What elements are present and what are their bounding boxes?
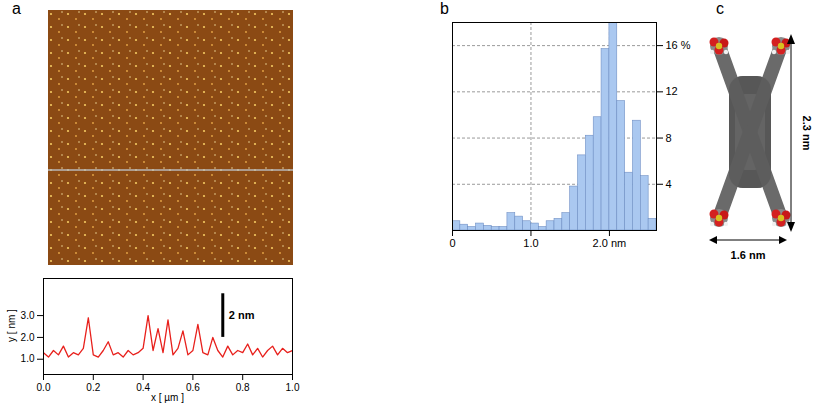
html-text:y [ nm ]: y [ nm ] — [5, 309, 17, 342]
html-text:b: b — [440, 0, 449, 17]
html-text:a: a — [12, 0, 21, 17]
svg-text:0: 0 — [449, 237, 455, 249]
svg-text:0.8: 0.8 — [236, 382, 250, 392]
svg-text:4: 4 — [666, 178, 672, 190]
svg-text:3.0: 3.0 — [21, 310, 35, 321]
svg-text:2.0 nm: 2.0 nm — [593, 237, 627, 249]
svg-text:0.2: 0.2 — [86, 382, 100, 392]
svg-text:1.0: 1.0 — [286, 382, 300, 392]
svg-text:0.4: 0.4 — [136, 382, 150, 392]
svg-text:1.0: 1.0 — [21, 353, 35, 364]
svg-text:8: 8 — [666, 132, 672, 144]
svg-text:2.3 nm: 2.3 nm — [801, 116, 813, 151]
html-text:x [ µm ]: x [ µm ] — [151, 392, 184, 403]
svg-text:12: 12 — [666, 85, 678, 97]
svg-text:16 %: 16 % — [666, 39, 691, 51]
svg-text:1.0: 1.0 — [523, 237, 538, 249]
svg-text:2.0: 2.0 — [21, 332, 35, 343]
svg-text:1.6 nm: 1.6 nm — [731, 249, 766, 261]
svg-text:0.6: 0.6 — [186, 382, 200, 392]
html-text:c: c — [716, 0, 724, 17]
svg-text:2 nm: 2 nm — [229, 309, 255, 321]
svg-text:0.0: 0.0 — [37, 382, 51, 392]
